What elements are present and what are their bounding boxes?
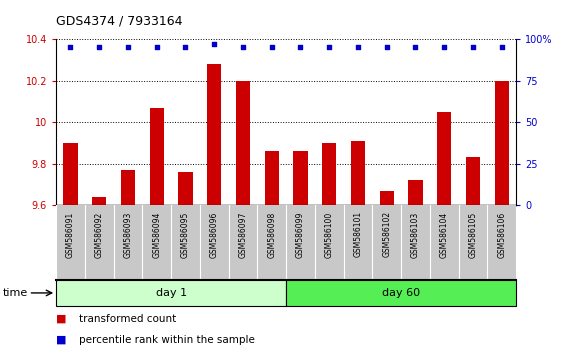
Text: time: time — [3, 288, 28, 298]
Bar — [150, 108, 164, 205]
Point — [152, 45, 161, 50]
Bar — [63, 143, 77, 205]
Text: GSM586091: GSM586091 — [66, 211, 75, 257]
Text: GSM586106: GSM586106 — [497, 211, 506, 257]
Bar — [265, 151, 279, 205]
Text: GSM586103: GSM586103 — [411, 211, 420, 257]
Text: percentile rank within the sample: percentile rank within the sample — [79, 335, 255, 345]
Bar — [408, 180, 422, 205]
Bar — [351, 141, 365, 205]
Bar — [178, 172, 192, 205]
Text: GSM586094: GSM586094 — [152, 211, 161, 258]
Text: GDS4374 / 7933164: GDS4374 / 7933164 — [56, 14, 182, 27]
Text: transformed count: transformed count — [79, 314, 176, 324]
Point — [440, 45, 449, 50]
Text: GSM586105: GSM586105 — [468, 211, 477, 257]
Point — [353, 45, 362, 50]
Bar — [207, 64, 222, 205]
Point — [411, 45, 420, 50]
Point — [210, 41, 219, 47]
Point — [382, 45, 391, 50]
Bar — [293, 151, 307, 205]
Bar — [322, 143, 337, 205]
Text: GSM586096: GSM586096 — [210, 211, 219, 258]
Text: GSM586098: GSM586098 — [267, 211, 276, 257]
Bar — [92, 197, 107, 205]
Bar — [437, 112, 452, 205]
Text: GSM586097: GSM586097 — [238, 211, 247, 258]
Text: day 1: day 1 — [155, 288, 187, 298]
Bar — [380, 191, 394, 205]
Point — [468, 45, 477, 50]
Text: GSM586092: GSM586092 — [95, 211, 104, 257]
Text: GSM586101: GSM586101 — [353, 211, 362, 257]
Point — [325, 45, 334, 50]
Text: ■: ■ — [56, 335, 67, 345]
Text: GSM586100: GSM586100 — [325, 211, 334, 257]
Point — [123, 45, 132, 50]
Point — [238, 45, 247, 50]
Point — [66, 45, 75, 50]
Text: GSM586099: GSM586099 — [296, 211, 305, 258]
Bar — [466, 158, 480, 205]
Text: GSM586093: GSM586093 — [123, 211, 132, 258]
Bar — [495, 81, 509, 205]
Point — [267, 45, 276, 50]
Text: day 60: day 60 — [382, 288, 420, 298]
Point — [296, 45, 305, 50]
Bar — [236, 81, 250, 205]
Bar — [121, 170, 135, 205]
Text: GSM586102: GSM586102 — [382, 211, 391, 257]
Point — [95, 45, 104, 50]
Bar — [286, 280, 516, 306]
Point — [497, 45, 506, 50]
Bar — [56, 280, 286, 306]
Text: ■: ■ — [56, 314, 67, 324]
Text: GSM586104: GSM586104 — [440, 211, 449, 257]
Text: GSM586095: GSM586095 — [181, 211, 190, 258]
Point — [181, 45, 190, 50]
